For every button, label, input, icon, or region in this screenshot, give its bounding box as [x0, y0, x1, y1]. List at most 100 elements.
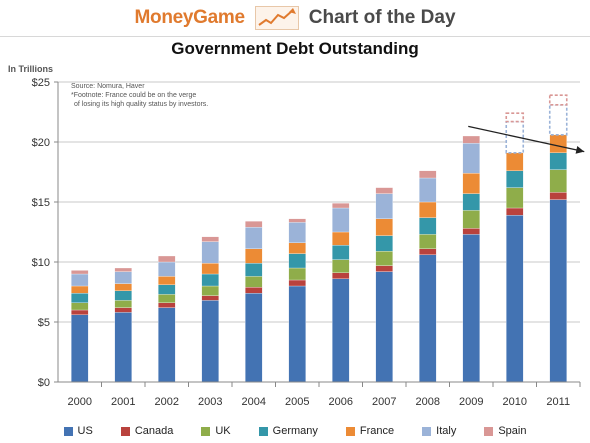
bar-segment-us [419, 254, 437, 383]
brand-logo: MoneyGame [134, 7, 245, 28]
axes: $0 $5 $10 $15 $20 $25 2000 2001 2002 2003 2004 2005… [32, 77, 581, 408]
stacked-bar-chart: $0 $5 $10 $15 $20 $25 2000 2001 2002 2003 2004 2005… [32, 77, 585, 408]
bar-segment-us [375, 271, 393, 383]
bar-segment-canada [201, 295, 219, 301]
x-tick-label: 2006 [329, 396, 353, 408]
x-tick-label: 2003 [198, 396, 222, 408]
bar-segment-spain [332, 203, 350, 209]
legend-label: UK [215, 425, 231, 437]
bar-segment-germany [332, 245, 350, 260]
bar-segment-france [288, 242, 306, 254]
bar-segment-canada [71, 309, 89, 315]
legend-item-us: US [63, 425, 93, 437]
bar-segment-uk [375, 251, 393, 266]
bar-segment-uk [332, 259, 350, 273]
bar-segment-spain [288, 218, 306, 223]
bar-segment-spain [114, 267, 132, 272]
bar-segment-france [549, 134, 567, 153]
bar-segment-uk [288, 267, 306, 281]
bar-segment-canada [506, 207, 524, 216]
bar-segment-uk [462, 210, 480, 229]
header-banner: MoneyGame Chart of the Day [0, 0, 590, 37]
bar-segment-spain [462, 135, 480, 144]
chart-title: Government Debt Outstanding [171, 39, 419, 58]
bar-segment-germany [419, 217, 437, 235]
legend-swatch [63, 426, 73, 436]
y-tick-label: $25 [32, 77, 50, 89]
bar-segment-germany [71, 293, 89, 303]
legend-swatch [258, 426, 268, 436]
bar-segment-uk [506, 187, 524, 209]
trend-chart-icon [254, 6, 299, 30]
bar-segment-us [288, 285, 306, 383]
bar-segment-uk [201, 285, 219, 296]
bar-segment-italy [245, 227, 263, 249]
bar-segment-canada [419, 248, 437, 255]
x-tick-label: 2002 [155, 396, 179, 408]
bar-segment-italy [548, 104, 568, 136]
bar-segment-canada [549, 192, 567, 200]
bar-segment-france [375, 218, 393, 236]
footnote-line-2: of losing its high quality status by inv… [74, 101, 209, 108]
chart-legend: US Canada UK Germany France Italy Spain [0, 422, 590, 440]
y-tick-label: $10 [32, 257, 50, 269]
bar-segment-italy [375, 193, 393, 219]
legend-item-italy: Italy [422, 425, 456, 437]
legend-item-spain: Spain [484, 425, 526, 437]
bar-segment-germany [375, 235, 393, 252]
bar-segment-france [419, 201, 437, 218]
bar-segment-uk [549, 169, 567, 193]
bar-segment-italy [71, 273, 89, 287]
bar-segment-france [158, 276, 176, 285]
y-tick-label: $15 [32, 197, 50, 209]
bar-segment-italy [419, 177, 437, 203]
bar-segment-us [549, 199, 567, 383]
bar-segment-france [245, 248, 263, 264]
bar-segment-us [245, 293, 263, 383]
bar-segment-spain [158, 255, 176, 263]
y-tick-label: $20 [32, 137, 50, 149]
bar-segment-uk [114, 300, 132, 308]
bar-segment-spain [245, 221, 263, 228]
legend-label: US [77, 425, 93, 437]
bar-segment-canada [375, 265, 393, 272]
bar-segment-us [201, 300, 219, 383]
legend-label: Spain [498, 425, 527, 437]
x-tick-label: 2007 [372, 396, 396, 408]
trend-arrow-head [575, 145, 585, 154]
legend-swatch [484, 426, 494, 436]
bar-segment-france [71, 285, 89, 294]
legend-item-canada: Canada [120, 425, 173, 437]
bar-segment-canada [462, 228, 480, 235]
bar-segment-italy [505, 120, 525, 154]
y-tick-label: $5 [38, 317, 50, 329]
banner-tagline: Chart of the Day [308, 7, 456, 28]
legend-item-france: France [345, 425, 395, 437]
bar-segment-france [332, 231, 350, 246]
legend-item-uk: UK [201, 425, 231, 437]
legend-swatch [201, 426, 211, 436]
legend-item-germany: Germany [258, 425, 318, 437]
bar-segment-canada [245, 287, 263, 294]
bar-segment-germany [201, 273, 219, 287]
bar-segment-spain [71, 270, 89, 275]
bar-segment-us [71, 314, 89, 383]
bar-segment-germany [462, 193, 480, 211]
x-tick-label: 2000 [68, 396, 92, 408]
legend-swatch [422, 426, 432, 436]
x-tick-label: 2008 [416, 396, 440, 408]
bar-segment-uk [419, 234, 437, 249]
legend-label: Germany [272, 425, 318, 437]
y-tick-label: $0 [38, 377, 50, 389]
bar-segment-germany [245, 263, 263, 277]
bar-segment-spain [419, 170, 437, 179]
trend-arrow-line [468, 125, 585, 153]
bar-segment-canada [114, 307, 132, 313]
legend-label: France [359, 425, 395, 437]
bar-segment-italy [332, 207, 350, 233]
bar-segment-canada [332, 272, 350, 279]
bar-segment-uk [158, 294, 176, 303]
bar-segment-italy [201, 241, 219, 264]
bar-stacks [71, 94, 585, 383]
bar-segment-uk [71, 302, 89, 311]
